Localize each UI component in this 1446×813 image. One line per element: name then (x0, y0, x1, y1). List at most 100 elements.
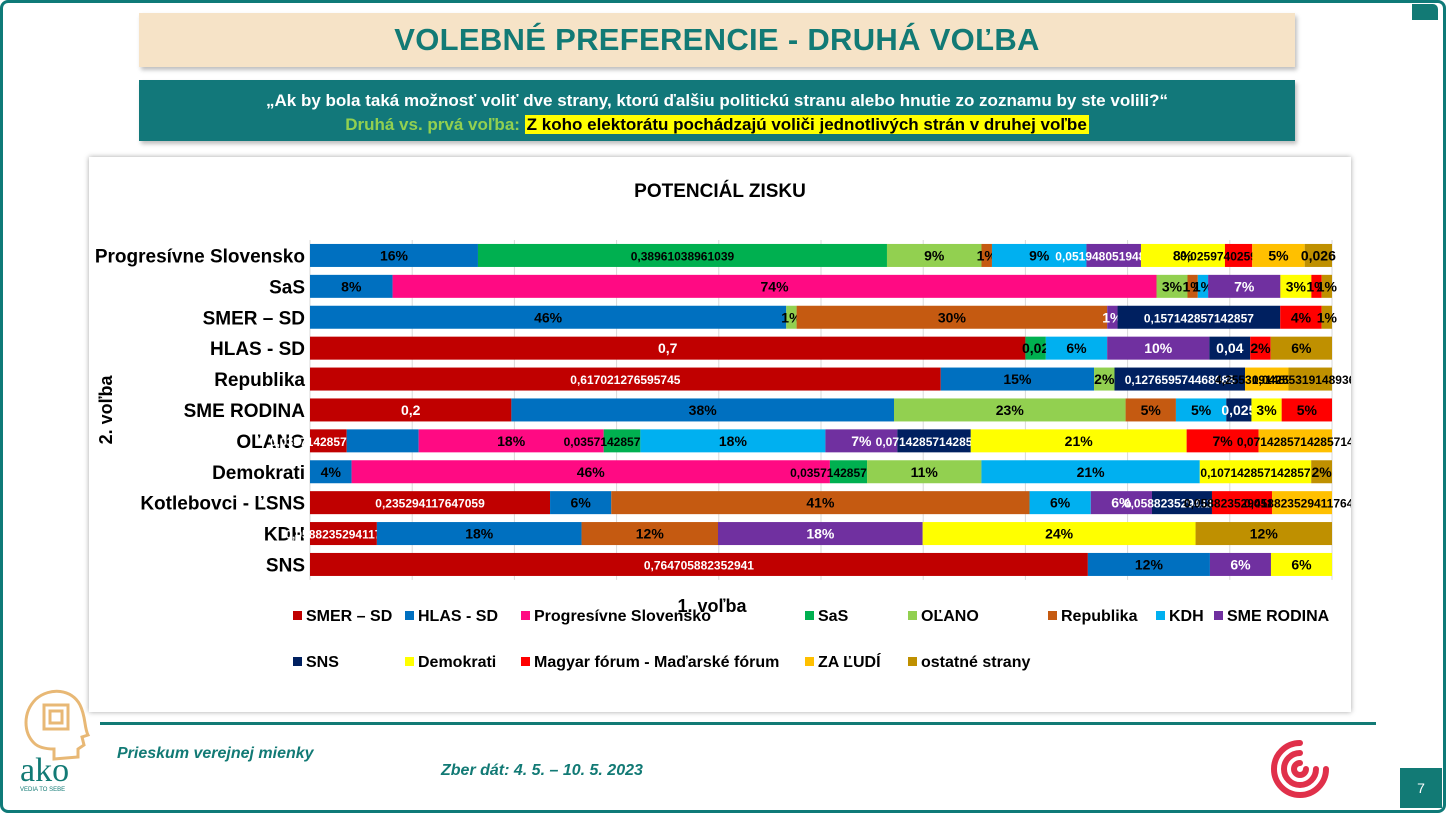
data-label: 0,0714285714285714 (876, 435, 993, 449)
bar-segment (310, 336, 1026, 360)
bar-segment (981, 243, 992, 267)
data-label: 9% (1029, 247, 1050, 263)
data-label: 24% (1045, 526, 1074, 542)
data-label: 12% (1135, 556, 1164, 572)
data-label: 0,0588235294117647 (285, 528, 401, 542)
data-label: 1% (1317, 278, 1338, 294)
bar-segment (1208, 274, 1281, 298)
footer-survey-label: Prieskum verejnej mienky (117, 745, 314, 762)
bar-segment (1209, 336, 1251, 360)
data-label: 3% (1256, 402, 1277, 418)
bar-segment (1252, 243, 1305, 267)
data-label: 3% (1162, 278, 1183, 294)
bar-segment (970, 429, 1187, 453)
legend-swatch (521, 657, 530, 666)
bar-segment (310, 460, 352, 484)
data-label: 9% (924, 247, 945, 263)
question-box: „Ak by bola taká možnosť voliť dve stran… (139, 80, 1295, 141)
data-label: 21% (1077, 464, 1106, 480)
data-label: 0,107142857142857 (1200, 466, 1310, 480)
data-label: 0,026 (1301, 247, 1336, 263)
data-label: 7% (851, 433, 872, 449)
bar-segment (310, 429, 347, 453)
data-label: 6% (1066, 340, 1087, 356)
data-label: 0,0714285714285714 (1237, 435, 1351, 449)
bar-segment (376, 522, 582, 546)
bar-segment (346, 429, 419, 453)
data-label: 2% (1311, 464, 1332, 480)
data-label: 18% (806, 526, 835, 542)
bar-segment (1226, 398, 1252, 422)
data-label: 46% (534, 309, 563, 325)
page-title: VOLEBNÉ PREFERENCIE - DRUHÁ VOĽBA (394, 22, 1040, 57)
bar-segment (940, 367, 1095, 391)
bar-segment (310, 243, 478, 267)
legend-label: Republika (1061, 608, 1138, 625)
data-label: 18% (497, 433, 526, 449)
data-label: 46% (577, 464, 606, 480)
data-label: 5% (1141, 402, 1162, 418)
bar-segment (392, 274, 1157, 298)
ako-logo: ako VEDIA TO SEBE (20, 689, 91, 793)
data-label: 5% (1268, 247, 1289, 263)
bar-segment (922, 522, 1196, 546)
bar-segment (1107, 305, 1118, 329)
bar-segment (1186, 429, 1259, 453)
legend-swatch (908, 657, 917, 666)
bar-segment (1086, 243, 1141, 267)
bar-segment (1321, 274, 1332, 298)
bar-segment (310, 552, 1088, 576)
bar-segment (310, 305, 787, 329)
data-label: 23% (996, 402, 1025, 418)
data-label: 7% (1234, 278, 1255, 294)
data-label: 21% (1065, 433, 1094, 449)
bar-segment (1114, 367, 1246, 391)
bar-segment (1288, 367, 1332, 391)
chart-panel: POTENCIÁL ZISKU Progresívne Slovensko 16% 0… (89, 157, 1351, 712)
legend-swatch (293, 657, 302, 666)
data-label: 0,2 (401, 402, 421, 418)
bar-segment (1270, 552, 1332, 576)
bar-segment (310, 522, 377, 546)
legend-swatch (405, 657, 414, 666)
data-label: 6% (1291, 340, 1312, 356)
bar-segment (796, 305, 1108, 329)
data-label: 8% (1173, 247, 1194, 263)
bar-segment (418, 429, 604, 453)
category-label: SNS (266, 555, 305, 576)
data-label: 7% (1212, 433, 1233, 449)
bar-segment (897, 429, 971, 453)
bar-segment (1125, 398, 1176, 422)
data-label: 6% (1050, 495, 1071, 511)
data-label: 4% (321, 464, 342, 480)
subtitle-lead: Druhá vs. prvá voľba: (345, 115, 520, 134)
bar-segment (1321, 305, 1332, 329)
bar-segment (1107, 336, 1210, 360)
bar-segment (1250, 336, 1271, 360)
data-label: 6% (571, 495, 592, 511)
bar-segment (581, 522, 718, 546)
legend-label: Demokrati (418, 654, 496, 671)
bar-segment (1187, 274, 1198, 298)
swirl-logo-icon (1271, 740, 1329, 798)
legend-label: SME RODINA (1227, 608, 1330, 625)
bar-segment (1025, 336, 1046, 360)
subtitle-highlight: Z koho elektorátu pochádzajú voliči jedn… (524, 115, 1089, 134)
bar-segment (717, 522, 923, 546)
category-label: SME RODINA (184, 401, 306, 422)
bar-segment (1199, 460, 1312, 484)
bar-segment (1197, 274, 1209, 298)
data-label: 0,7 (658, 340, 678, 356)
data-label: 5% (1191, 402, 1212, 418)
category-label: HLAS - SD (210, 339, 305, 360)
bar-segment (867, 460, 982, 484)
data-label: 0,0588235294117647 (1244, 497, 1351, 511)
bar-segment (310, 367, 941, 391)
bar-segment (351, 460, 830, 484)
data-label: 6% (1291, 556, 1312, 572)
data-label: 0,0425531914893617 (1252, 373, 1351, 387)
data-label: 38% (689, 402, 718, 418)
bar-segment (1304, 243, 1332, 267)
legend-swatch (805, 611, 814, 620)
legend-label: ostatné strany (921, 654, 1030, 671)
